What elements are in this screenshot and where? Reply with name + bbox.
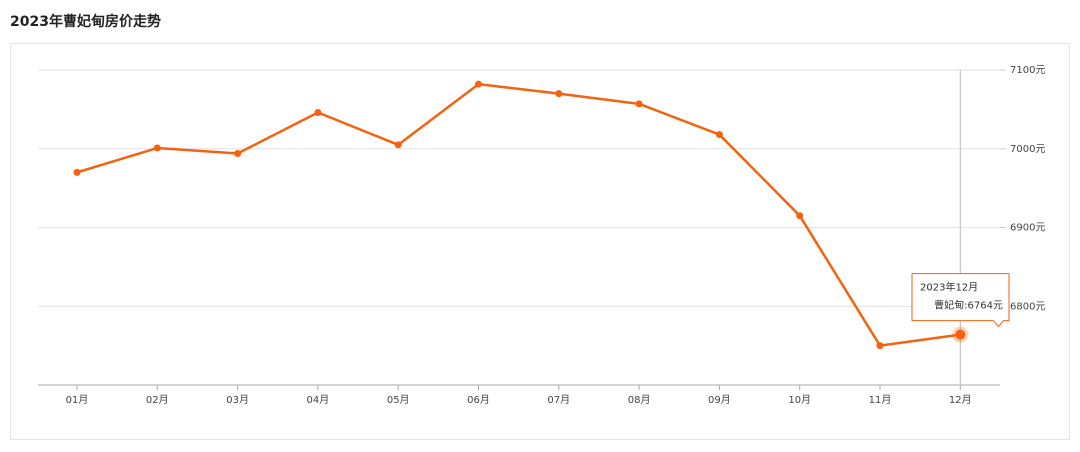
point [635, 100, 643, 108]
x-tick-label: 03月 [226, 394, 249, 406]
point [955, 329, 966, 340]
x-tick-label: 01月 [66, 394, 89, 406]
tooltip-title: 2023年12月 [920, 281, 978, 294]
x-tick-label: 08月 [628, 394, 651, 406]
y-tick-label: 6800元 [1010, 301, 1045, 312]
point [715, 131, 723, 139]
point [876, 342, 884, 350]
x-tick-label: 09月 [708, 394, 731, 406]
x-tick-label: 11月 [869, 394, 892, 406]
x-tick-label: 05月 [387, 394, 410, 406]
x-tick-label: 07月 [547, 394, 570, 406]
point [394, 141, 402, 149]
point [475, 80, 482, 88]
y-tick-label: 6900元 [1010, 223, 1045, 234]
y-tick-label: 7100元 [1010, 65, 1045, 76]
y-tick-label: 7000元 [1010, 144, 1045, 155]
tooltip-text: 曹妃甸:6764元 [934, 299, 1003, 312]
line [76, 82, 961, 347]
point [234, 149, 242, 157]
tooltip-box [911, 273, 1010, 328]
point [555, 90, 563, 98]
x-tick-label: 02月 [146, 394, 169, 406]
point [314, 109, 322, 117]
x-tick-label: 04月 [307, 394, 330, 406]
point [796, 212, 804, 220]
x-tick-label: 10月 [788, 394, 811, 406]
point [73, 168, 81, 176]
x-tick-label: 06月 [467, 394, 490, 406]
point [153, 144, 161, 152]
x-tick-label: 12月 [949, 394, 972, 406]
chart-title: 2023年曹妃甸房价走势 [10, 13, 161, 30]
chart-frame [10, 43, 1070, 440]
